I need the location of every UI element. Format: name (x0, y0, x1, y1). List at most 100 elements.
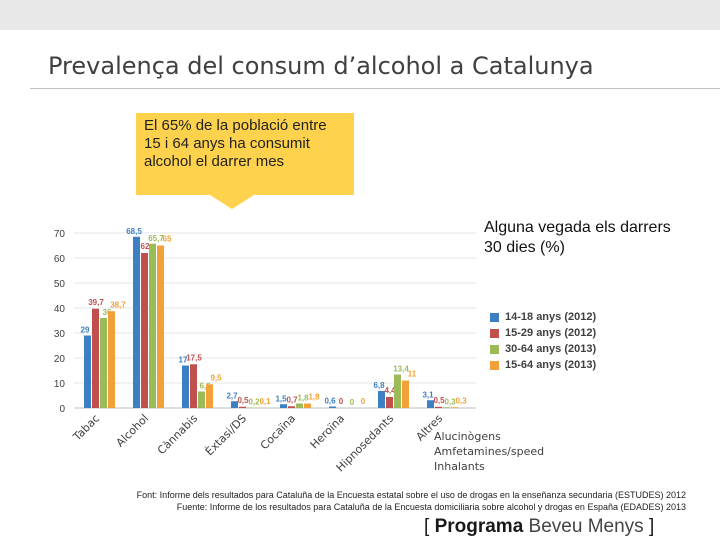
bar (133, 236, 140, 408)
data-label: 0 (361, 397, 366, 406)
data-label: 0,6 (324, 397, 336, 406)
y-tick-label: 0 (59, 404, 65, 415)
data-label: 0,3 (455, 396, 467, 405)
data-label: 2,7 (226, 391, 238, 400)
bar (206, 384, 213, 408)
data-label: 6,6 (199, 382, 211, 391)
y-tick-label: 60 (54, 254, 66, 265)
x-tick-label: Heroïna (308, 412, 347, 451)
data-label: 65,7 (148, 234, 164, 243)
callout-pointer (210, 195, 254, 209)
bar (304, 403, 311, 408)
data-label: 3,1 (422, 390, 434, 399)
top-bar (0, 0, 720, 30)
bar (329, 406, 336, 408)
data-label: 0,3 (444, 397, 456, 406)
data-label: 0,2 (248, 398, 260, 407)
data-label: 17 (179, 356, 188, 365)
extra-category-amfetamines: Amfetamines/speed (434, 445, 545, 458)
bar (182, 365, 189, 408)
data-label: 4,4 (384, 386, 396, 395)
data-label: 0 (350, 398, 355, 407)
chart-subtitle: Alguna vegada els darrers 30 dies (%) (484, 219, 671, 256)
logo-word-beveu-menys: Beveu Menys (528, 516, 644, 537)
bar (386, 397, 393, 408)
legend-swatch (490, 312, 499, 322)
data-label: 29 (81, 326, 90, 335)
extra-category-alucinogens: Alucinògens (434, 430, 501, 443)
legend-swatch (490, 360, 499, 370)
extra-category-inhalants: Inhalants (434, 460, 485, 473)
bar (435, 406, 442, 408)
data-label: 9,5 (210, 373, 222, 382)
source-line-edades: Fuente: Informe de los resultados para C… (176, 502, 686, 512)
data-label: 13,4 (393, 365, 409, 374)
data-label: 65 (163, 235, 172, 244)
data-label: 36 (103, 308, 112, 317)
bar (108, 311, 115, 408)
bar (394, 374, 401, 408)
legend-label: 15-29 anys (2012) (505, 327, 597, 339)
bar (296, 403, 303, 408)
bar (231, 401, 238, 408)
program-logo: [ Programa Beveu Menys ] (424, 516, 654, 538)
bar (190, 364, 197, 408)
x-tick-label: Alcohol (114, 412, 152, 450)
x-tick-label: Cànnabis (155, 412, 200, 457)
y-tick-label: 10 (54, 379, 66, 390)
x-tick-label: Tabac (70, 412, 102, 444)
legend-label: 30-64 anys (2013) (505, 343, 597, 355)
legend-item: 15-64 anys (2013) (490, 357, 596, 373)
logo-bracket-open: [ (424, 516, 430, 537)
bar (280, 404, 287, 408)
y-tick-label: 30 (54, 329, 66, 340)
data-label: 39,7 (88, 298, 104, 307)
data-label: 38,7 (110, 300, 126, 309)
source-line-estudes: Font: Informe dels resultados para Catal… (136, 490, 686, 500)
legend-label: 14-18 anys (2012) (505, 311, 597, 323)
x-tick-label: Èxtasi/DS (203, 412, 249, 458)
data-label: 0,7 (286, 395, 298, 404)
bar (149, 243, 156, 408)
data-label: 1,8 (297, 394, 309, 403)
bar (92, 308, 99, 408)
data-label: 0,5 (433, 396, 445, 405)
bar (247, 407, 254, 408)
source-footnote: Font: Informe dels resultados para Catal… (0, 489, 686, 513)
data-label: 1,5 (275, 394, 287, 403)
bar (141, 253, 148, 408)
legend-swatch (490, 344, 499, 354)
legend-label: 15-64 anys (2013) (505, 359, 597, 371)
data-label: 0,1 (259, 397, 271, 406)
bar (84, 335, 91, 408)
bar (288, 406, 295, 408)
logo-bracket-close: ] (648, 516, 655, 537)
bar (451, 407, 458, 408)
data-label: 1,8 (308, 393, 320, 402)
data-label: 68,5 (126, 227, 142, 236)
bar (100, 318, 107, 408)
bar (378, 391, 385, 408)
bar (239, 406, 246, 408)
bar (402, 380, 409, 408)
bar-chart: 0102030405060702939,73638,7Tabac68,56265… (54, 227, 476, 474)
legend-item: 15-29 anys (2012) (490, 325, 596, 341)
x-tick-label: Cocaïna (258, 412, 298, 452)
legend-swatch (490, 328, 499, 338)
data-label: 0,5 (237, 396, 249, 405)
y-tick-label: 20 (54, 354, 66, 365)
data-label: 11 (408, 370, 417, 379)
logo-word-programa: Programa (434, 516, 524, 537)
slide-title: Prevalença del consum d’alcohol a Catalu… (48, 52, 594, 80)
y-tick-label: 50 (54, 279, 66, 290)
title-divider (30, 88, 720, 89)
chart-legend: 14-18 anys (2012) 15-29 anys (2012) 30-64 … (490, 309, 596, 373)
data-label: 62 (141, 242, 150, 251)
bar (198, 391, 205, 408)
legend-item: 14-18 anys (2012) (490, 309, 596, 325)
bar (157, 245, 164, 408)
y-tick-label: 40 (54, 304, 66, 315)
data-label: 0 (339, 397, 344, 406)
y-tick-label: 70 (54, 229, 66, 240)
data-label: 17,5 (186, 353, 202, 362)
